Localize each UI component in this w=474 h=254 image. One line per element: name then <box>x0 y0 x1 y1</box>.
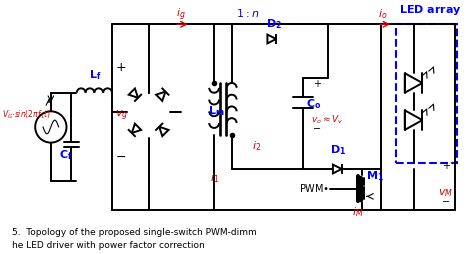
Text: $v_g$: $v_g$ <box>115 109 128 123</box>
Text: +: + <box>313 79 321 89</box>
Text: $\mathbf{C_o}$: $\mathbf{C_o}$ <box>306 98 321 111</box>
Polygon shape <box>267 35 276 43</box>
Text: $\mathbf{D_2}$: $\mathbf{D_2}$ <box>266 17 282 31</box>
Text: $i_o$: $i_o$ <box>378 7 388 21</box>
Bar <box>396 24 456 163</box>
Text: $\mathbf{M_1}$: $\mathbf{M_1}$ <box>365 169 383 183</box>
Text: $\mathbf{LED\ array}$: $\mathbf{LED\ array}$ <box>399 3 462 17</box>
Text: $i_M$: $i_M$ <box>352 205 364 219</box>
Text: $v_o \approx V_v$: $v_o \approx V_v$ <box>311 113 343 125</box>
Text: $1:n$: $1:n$ <box>236 7 259 20</box>
Text: $V_G{\cdot}sin(2\pi f_1 t)$: $V_G{\cdot}sin(2\pi f_1 t)$ <box>2 108 51 121</box>
Text: PWM$\bullet$: PWM$\bullet$ <box>299 182 329 195</box>
Text: $\mathbf{L_m}$: $\mathbf{L_m}$ <box>208 104 225 118</box>
Text: 5.  Topology of the proposed single-switch PWM-dimm: 5. Topology of the proposed single-switc… <box>12 229 256 237</box>
Text: −: − <box>115 151 126 164</box>
Text: +: + <box>442 161 450 171</box>
Polygon shape <box>129 88 138 98</box>
Text: $i_g$: $i_g$ <box>176 7 186 23</box>
Text: $\mathbf{D_1}$: $\mathbf{D_1}$ <box>330 143 346 157</box>
Text: he LED driver with power factor correction: he LED driver with power factor correcti… <box>12 241 204 250</box>
Polygon shape <box>156 92 165 101</box>
Text: −: − <box>442 197 450 207</box>
Polygon shape <box>132 124 141 133</box>
Text: +: + <box>115 61 126 74</box>
Text: $i_2$: $i_2$ <box>252 139 262 153</box>
Polygon shape <box>405 73 422 93</box>
Polygon shape <box>159 127 169 136</box>
Polygon shape <box>333 165 342 173</box>
Polygon shape <box>405 110 422 130</box>
Text: $\mathbf{C_f}$: $\mathbf{C_f}$ <box>59 148 73 162</box>
Text: $\mathbf{L_f}$: $\mathbf{L_f}$ <box>89 68 101 82</box>
Text: $i_1$: $i_1$ <box>210 171 219 185</box>
Text: $v_M$: $v_M$ <box>438 187 453 199</box>
Text: −: − <box>313 124 321 134</box>
